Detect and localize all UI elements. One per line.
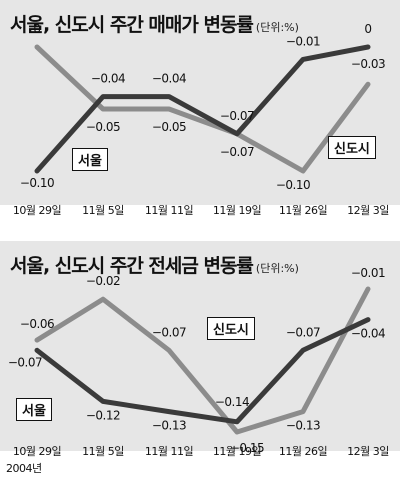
data-label: −0.01 — [286, 34, 320, 48]
x-tick-label: 12월 3일 — [347, 444, 389, 458]
legend-seoul: 서울 — [16, 398, 52, 421]
unit-label: (단위:%) — [255, 21, 299, 34]
legend-seoul: 서울 — [72, 148, 108, 171]
series-line-seoul — [34, 317, 371, 425]
data-label: −0.10 — [20, 176, 54, 190]
x-tick-label: 11월 19일 — [213, 203, 262, 217]
x-tick-label: 10월 29일 — [13, 203, 62, 217]
data-label: −0.07 — [152, 325, 186, 339]
data-label: −0.07 — [286, 325, 320, 339]
chart-title-text: 서울, 신도시 주간 매매가 변동률 — [10, 14, 254, 36]
series-line-new-town — [34, 44, 371, 174]
data-label: −0.14 — [215, 395, 249, 409]
data-label: −0.07 — [8, 355, 42, 369]
x-tick-label: 12월 3일 — [347, 203, 389, 217]
data-label: −0.07 — [220, 109, 254, 123]
unit-label: (단위:%) — [255, 262, 299, 275]
chart-title-text: 서울, 신도시 주간 전세금 변동률 — [10, 255, 254, 277]
data-label: 0 — [364, 22, 371, 36]
series-line-seoul — [34, 44, 371, 174]
data-label: −0.10 — [276, 178, 310, 192]
sales-price-chart-panel: 서울, 신도시 주간 매매가 변동률 (단위:%) −0.10 −0.04 −0.04… — [0, 0, 400, 217]
data-label: −0.06 — [20, 317, 54, 331]
jeonse-price-line-chart: −0.07 −0.12 −0.13 −0.14 −0.07 −0.04 −0.06 −0.02… — [8, 266, 390, 458]
data-label: −0.04 — [152, 72, 186, 86]
data-label: −0.05 — [86, 120, 120, 134]
data-label: −0.12 — [86, 408, 120, 422]
data-label: −0.02 — [86, 274, 120, 288]
chart-title: 서울, 신도시 주간 매매가 변동률 (단위:%) — [10, 10, 299, 37]
sales-price-line-chart: −0.10 −0.04 −0.04 −0.07 −0.01 0 0 −0.05 −0.05 −0.… — [13, 22, 390, 217]
data-label: −0.04 — [91, 72, 125, 86]
x-tick-label: 11월 5일 — [82, 203, 124, 217]
year-label: 2004년 — [6, 462, 42, 475]
data-label: −0.13 — [286, 419, 320, 433]
data-label: −0.04 — [351, 327, 385, 341]
data-label: −0.13 — [152, 419, 186, 433]
legend-new-town: 신도시 — [207, 317, 255, 340]
x-tick-label: 11월 26일 — [279, 444, 328, 458]
chart-title: 서울, 신도시 주간 전세금 변동률 (단위:%) — [10, 251, 299, 278]
data-label: −0.05 — [152, 120, 186, 134]
series-line-new-town — [34, 286, 371, 435]
data-label: −0.01 — [351, 266, 385, 280]
x-tick-label: 11월 26일 — [279, 203, 328, 217]
chart-background — [0, 0, 400, 205]
x-tick-label: 10월 29일 — [13, 444, 62, 458]
x-tick-label: 11월 11일 — [145, 444, 194, 458]
x-tick-label: 11월 5일 — [82, 444, 124, 458]
data-label: 0 — [33, 22, 40, 36]
data-label: −0.03 — [351, 57, 385, 71]
x-tick-label: 11월 19일 — [213, 444, 262, 458]
data-label: −0.07 — [220, 145, 254, 159]
legend-new-town: 신도시 — [328, 136, 376, 159]
x-tick-label: 11월 11일 — [145, 203, 194, 217]
jeonse-price-chart-panel: 서울, 신도시 주간 전세금 변동률 (단위:%) −0.07 −0.12 −0.13… — [0, 241, 400, 482]
data-label: −0.15 — [230, 441, 264, 455]
